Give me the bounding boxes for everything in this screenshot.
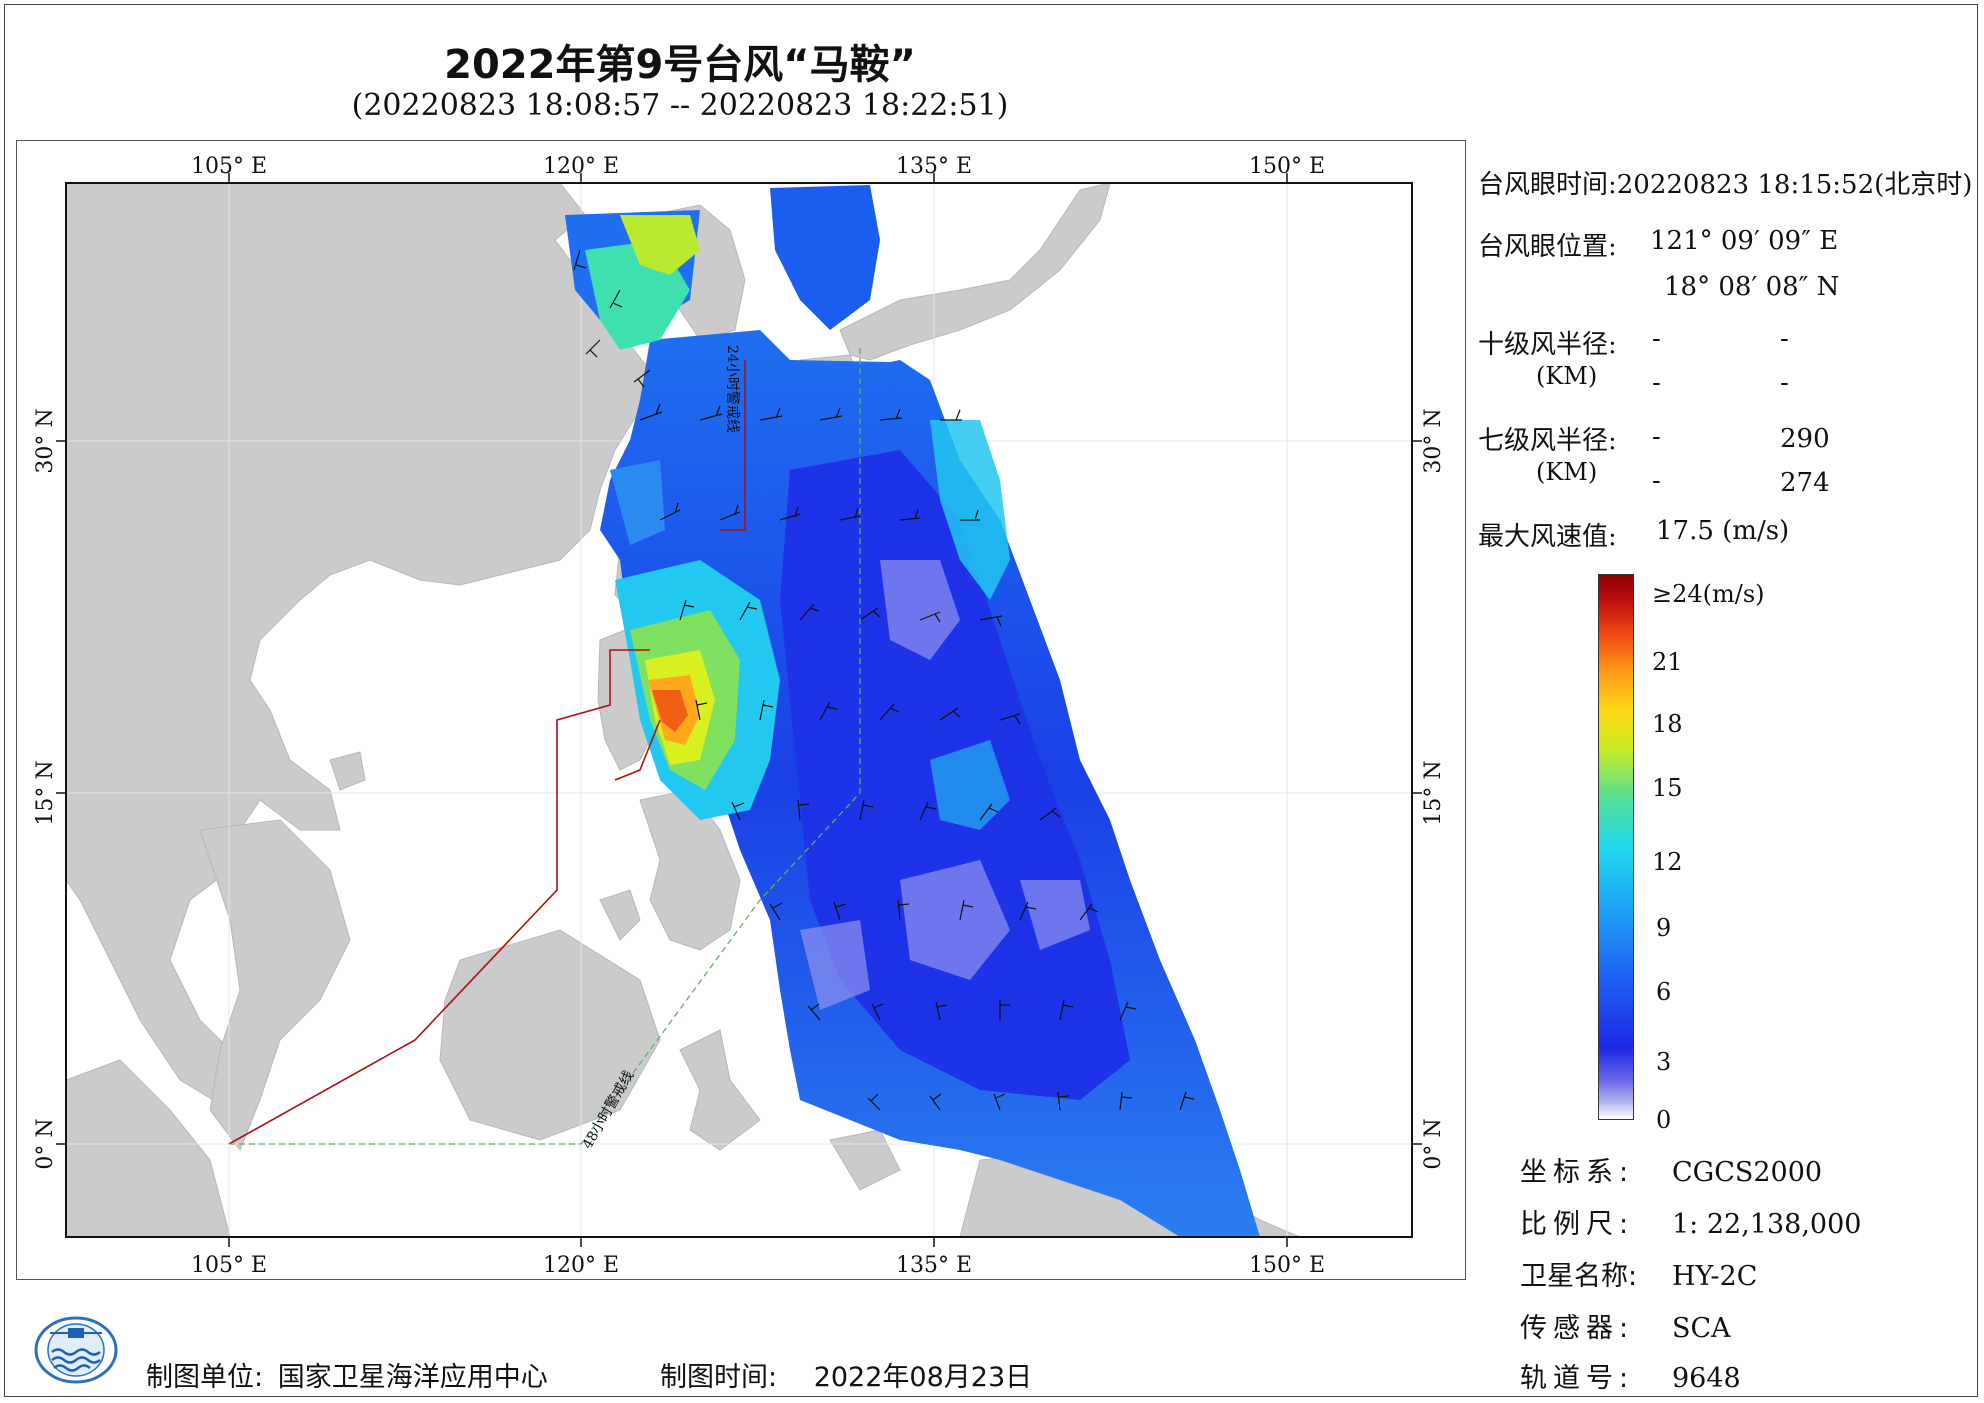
eye-time-value: 20220823 18:15:52(北京时) <box>1616 170 1973 200</box>
tick-marks <box>56 173 1422 1247</box>
meta-value: 1: 22,138,000 <box>1672 1209 1862 1240</box>
legend-tick-21: 21 <box>1652 648 1683 676</box>
lat-tick-left-30: 30° N <box>33 408 58 473</box>
lon-tick-top-105: 105° E <box>191 154 267 179</box>
meta-scale: 比例尺: 1: 22,138,000 <box>1520 1202 1861 1241</box>
r7-value-3: - <box>1652 466 1661 496</box>
max-wind-value: 17.5 (m/s) <box>1656 516 1790 546</box>
meta-key: 比例尺: <box>1520 1209 1635 1240</box>
r7-label: 七级风半径: <box>1478 426 1617 456</box>
r10-value-2: - <box>1780 324 1789 354</box>
eye-position-label: 台风眼位置: <box>1478 232 1617 262</box>
r10-unit: (KM) <box>1536 362 1598 390</box>
legend-tick-3: 3 <box>1656 1048 1672 1076</box>
r10-value-1: - <box>1652 324 1661 354</box>
lon-tick-bottom-150: 150° E <box>1249 1253 1325 1278</box>
page-frame <box>4 4 1978 1397</box>
eye-time: 台风眼时间:20220823 18:15:52(北京时) <box>1478 164 1972 201</box>
lat-tick-right-30: 30° N <box>1421 408 1446 473</box>
meta-key: 坐标系: <box>1520 1157 1635 1188</box>
lat-tick-left-15: 15° N <box>33 760 58 825</box>
lon-tick-bottom-120: 120° E <box>543 1253 619 1278</box>
time-range-subtitle: (20220823 18:08:57 -- 20220823 18:22:51) <box>351 88 1009 123</box>
max-wind-label: 最大风速值: <box>1478 522 1617 552</box>
legend-tick-24: ≥24(m/s) <box>1652 580 1765 608</box>
lon-tick-bottom-135: 135° E <box>896 1253 972 1278</box>
meta-value: 9648 <box>1672 1363 1741 1394</box>
meta-coordinate-system: 坐标系: CGCS2000 <box>1520 1150 1822 1189</box>
lon-tick-top-135: 135° E <box>896 154 972 179</box>
nsoas-logo <box>34 1316 118 1384</box>
meta-orbit: 轨道号: 9648 <box>1520 1356 1741 1395</box>
lat-tick-left-0: 0° N <box>33 1118 58 1169</box>
legend-tick-0: 0 <box>1656 1106 1672 1134</box>
r7-value-4: 274 <box>1780 468 1830 498</box>
meta-value: CGCS2000 <box>1672 1157 1823 1188</box>
legend-tick-9: 9 <box>1656 914 1672 942</box>
warning-24h-label: 24小时警戒线 <box>724 345 740 433</box>
map-border <box>65 182 1413 1238</box>
r10-value-4: - <box>1780 368 1789 398</box>
lat-tick-right-0: 0° N <box>1421 1118 1446 1169</box>
footer-date-label: 制图时间: <box>660 1362 778 1393</box>
r7-value-2: 290 <box>1780 424 1830 454</box>
lat-tick-right-15: 15° N <box>1421 760 1446 825</box>
map-frame <box>16 140 1466 1280</box>
eye-longitude: 121° 09′ 09″ E <box>1650 226 1839 256</box>
wind-speed-colorbar <box>1598 574 1634 1120</box>
meta-value: HY-2C <box>1672 1261 1758 1292</box>
meta-key: 卫星名称: <box>1520 1261 1638 1292</box>
footer-org: 制图单位: 国家卫星海洋应用中心 <box>146 1355 548 1394</box>
eye-latitude: 18° 08′ 08″ N <box>1664 272 1840 302</box>
warning-line-24h <box>228 360 746 1145</box>
legend-tick-15: 15 <box>1652 774 1683 802</box>
page-title: 2022年第9号台风“马鞍” <box>444 42 916 88</box>
r10-label: 十级风半径: <box>1478 330 1617 360</box>
footer-org-value: 国家卫星海洋应用中心 <box>277 1362 548 1393</box>
meta-satellite: 卫星名称: HY-2C <box>1520 1254 1757 1293</box>
meta-value: SCA <box>1672 1313 1731 1344</box>
footer-org-label: 制图单位: <box>146 1362 264 1393</box>
footer-date: 制图时间: 2022年08月23日 <box>660 1355 1032 1394</box>
lon-tick-top-150: 150° E <box>1249 154 1325 179</box>
lon-tick-top-120: 120° E <box>543 154 619 179</box>
warning-line-48h <box>229 345 861 1145</box>
lon-tick-bottom-105: 105° E <box>191 1253 267 1278</box>
eye-time-label: 台风眼时间: <box>1478 170 1617 200</box>
legend-tick-6: 6 <box>1656 978 1672 1006</box>
r7-value-1: - <box>1652 422 1661 452</box>
r7-unit: (KM) <box>1536 458 1598 486</box>
meta-sensor: 传感器: SCA <box>1520 1306 1731 1345</box>
r10-value-3: - <box>1652 368 1661 398</box>
legend-tick-18: 18 <box>1652 710 1683 738</box>
meta-key: 轨道号: <box>1520 1363 1635 1394</box>
meta-key: 传感器: <box>1520 1313 1635 1344</box>
footer-date-value: 2022年08月23日 <box>813 1362 1033 1393</box>
legend-tick-12: 12 <box>1652 848 1683 876</box>
wind-barbs <box>573 249 1195 1111</box>
